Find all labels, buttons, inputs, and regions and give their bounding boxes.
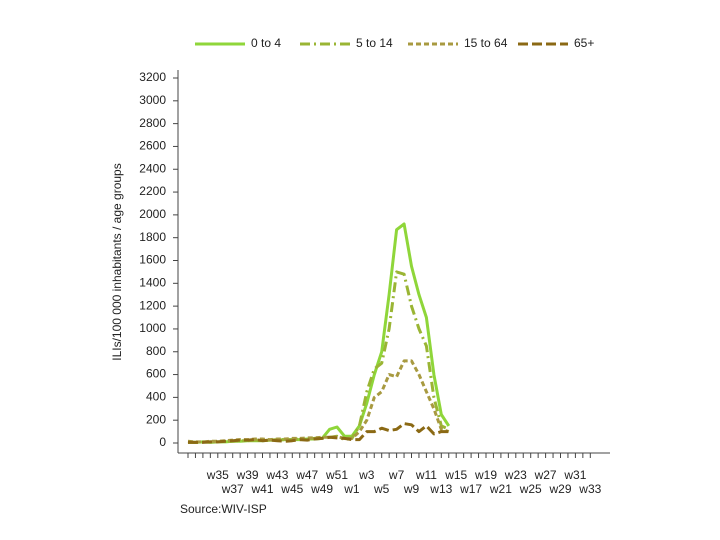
legend-label: 5 to 14 (356, 36, 393, 50)
x-tick-label: w29 (548, 482, 571, 496)
series-line (187, 270, 450, 444)
x-tick-label: w11 (415, 468, 437, 482)
x-tick-label: w51 (325, 468, 348, 482)
x-tick-label: w35 (206, 468, 229, 482)
x-tick-label: w21 (489, 482, 512, 496)
x-tick-label: w33 (578, 482, 601, 496)
y-tick-label: 400 (146, 390, 166, 404)
x-tick-label: w25 (519, 482, 542, 496)
y-tick-label: 800 (146, 344, 166, 358)
legend-label: 0 to 4 (251, 36, 281, 50)
x-tick-label: w45 (280, 482, 303, 496)
x-tick-label: w37 (221, 482, 244, 496)
x-tick-label: w23 (504, 468, 527, 482)
y-tick-label: 3000 (139, 93, 166, 107)
series-line (188, 422, 449, 444)
x-tick-label: w5 (373, 482, 390, 496)
y-tick-label: 2400 (139, 161, 166, 175)
x-tick-label: w13 (429, 482, 452, 496)
x-tick-label: w49 (310, 482, 333, 496)
source: Source:WIV-ISP (180, 502, 267, 516)
y-tick-label: 3200 (139, 70, 166, 84)
x-tick-label: w39 (236, 468, 259, 482)
y-tick-label: 0 (159, 435, 166, 449)
y-axis-label: ILIs/100 000 inhabitants / age groups (110, 163, 124, 360)
x-tick-label: w1 (343, 482, 360, 496)
y-tick-label: 2600 (139, 139, 166, 153)
x-tick-label: w17 (459, 482, 482, 496)
x-tick-label: w41 (250, 482, 273, 496)
x-tick-label: w27 (534, 468, 557, 482)
x-tick-label: w7 (388, 468, 405, 482)
series-line (187, 359, 450, 444)
y-tick-label: 1800 (139, 230, 166, 244)
x-tick-label: w9 (403, 482, 420, 496)
y-tick-label: 1400 (139, 275, 166, 289)
x-tick-label: w3 (358, 468, 375, 482)
x-tick-label: w15 (444, 468, 467, 482)
y-tick-label: 1200 (139, 298, 166, 312)
legend-label: 15 to 64 (464, 36, 508, 50)
x-tick-label: w19 (474, 468, 497, 482)
y-tick-label: 200 (146, 412, 166, 426)
y-tick-label: 2200 (139, 184, 166, 198)
y-tick-label: 1000 (139, 321, 166, 335)
y-tick-label: 2000 (139, 207, 166, 221)
series-line (188, 222, 451, 444)
y-tick-label: 2800 (139, 116, 166, 130)
y-tick-label: 600 (146, 367, 166, 381)
x-tick-label: w47 (295, 468, 318, 482)
x-tick-label: w31 (563, 468, 586, 482)
y-tick-label: 1600 (139, 253, 166, 267)
legend-label: 65+ (574, 36, 594, 50)
x-tick-label: w43 (265, 468, 288, 482)
